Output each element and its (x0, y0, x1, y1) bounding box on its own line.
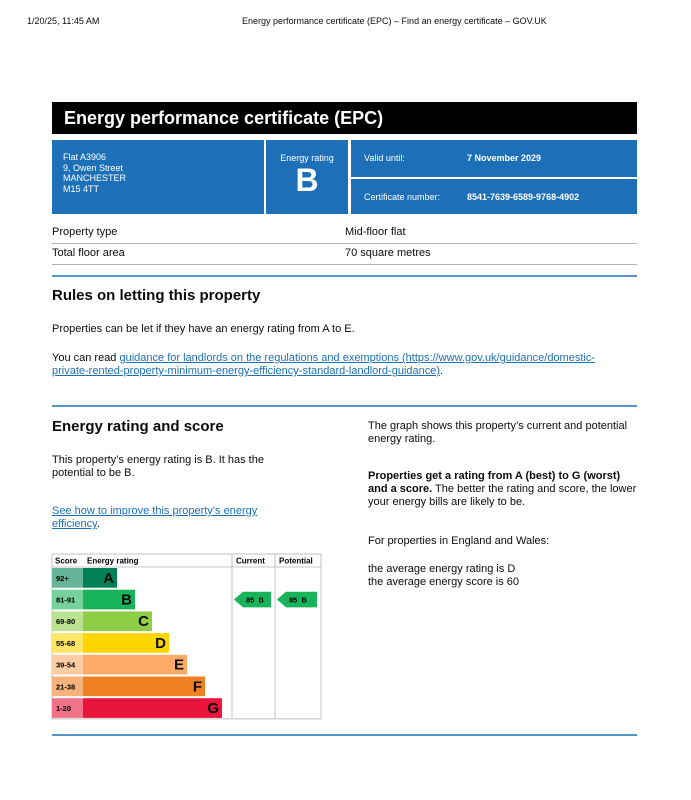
text: The better the rating and score, the low… (368, 483, 637, 508)
score-value: 85 (289, 596, 297, 605)
score-letter: B (301, 596, 307, 605)
valid-label: Valid until: (364, 153, 405, 163)
band-score: 55-68 (56, 639, 75, 648)
rating-info: Properties get a rating from A (best) to… (368, 470, 638, 509)
score-cell (52, 589, 83, 610)
current-arrow (234, 591, 271, 608)
print-date: 1/20/25, 11:45 AM (27, 16, 100, 26)
band-letter: D (155, 635, 166, 652)
text: the average energy score is 60 (368, 576, 520, 588)
band-score: 1-20 (56, 704, 71, 713)
band-score: 39-54 (56, 661, 76, 670)
band-letter: F (193, 678, 202, 695)
divider (52, 734, 637, 736)
column-header: Current (236, 557, 265, 566)
property-value: Mid-floor flat (345, 226, 406, 238)
address-line: M15 4TT (63, 183, 100, 194)
rating-label: Energy rating (280, 153, 334, 163)
rules-text: Properties can be let if they have an en… (52, 323, 355, 335)
band-bar (83, 633, 169, 653)
rules-text: You can read guidance for landlords on t… (52, 352, 612, 378)
rating-box: Energy rating B (266, 140, 348, 214)
graph-text: The graph shows this property’s current … (368, 420, 628, 445)
improve-link[interactable]: See how to improve this property’s energ… (52, 505, 258, 530)
score-text: This property’s energy rating is B. It h… (52, 454, 264, 479)
text: Properties get a rating from A (best) to… (368, 470, 621, 495)
score-cell (52, 633, 83, 653)
score-cell (52, 611, 83, 632)
score-cell (52, 654, 83, 675)
band-bar (83, 611, 152, 632)
column-header: Energy rating (87, 557, 139, 566)
rules-heading: Rules on letting this property (52, 287, 261, 304)
cert-label: Certificate number: (364, 192, 441, 202)
score-heading: Energy rating and score (52, 418, 224, 435)
band-bar (83, 654, 187, 675)
potential-arrow (277, 591, 317, 608)
score-letter: B (258, 596, 264, 605)
property-row: Property type Mid-floor flat (52, 222, 637, 244)
score-cell (52, 676, 83, 697)
band-bar (83, 676, 205, 697)
region-text: For properties in England and Wales: (368, 535, 550, 547)
score-cell (52, 568, 83, 588)
property-row: Total floor area 70 square metres (52, 243, 637, 265)
cert-number: 8541-7639-6589-9768-4902 (467, 192, 580, 202)
cert-box: Certificate number: 8541-7639-6589-9768-… (351, 179, 637, 214)
property-value: 70 square metres (345, 247, 431, 259)
score-value: 85 (246, 596, 254, 605)
property-key: Property type (52, 226, 118, 238)
band-bar (83, 698, 222, 718)
text: You can read (52, 352, 120, 364)
band-letter: E (174, 657, 184, 674)
band-bar (83, 568, 117, 588)
divider (52, 405, 637, 407)
address: Flat A3906 9, Owen Street MANCHESTER M15… (52, 140, 264, 194)
column-header: Score (55, 557, 78, 566)
divider (52, 275, 637, 277)
potential-label: 85 B (289, 596, 307, 605)
print-title: Energy performance certificate (EPC) – F… (242, 16, 547, 26)
current-label: 85 B (246, 596, 264, 605)
rating: B (295, 162, 319, 198)
band-letter: B (121, 592, 132, 609)
band-score: 21-38 (56, 682, 75, 691)
band-score: 81-91 (56, 596, 75, 605)
column-header: Potential (279, 557, 313, 566)
epc-chart: Score Energy rating Current Potential 92+ A 81… (51, 553, 322, 720)
band-letter: C (138, 613, 149, 630)
page-title: Energy performance certificate (EPC) (52, 102, 637, 134)
address-line: MANCHESTER (63, 173, 127, 183)
text: . (440, 365, 444, 377)
band-score: 69-80 (56, 617, 75, 626)
band-letter: A (103, 570, 114, 587)
band-score: 92+ (56, 574, 69, 583)
text: . (96, 518, 100, 530)
valid-until: 7 November 2029 (467, 153, 542, 163)
address-line: 9, Owen Street (63, 162, 124, 173)
band-letter: G (207, 700, 219, 717)
valid-box: Valid until: 7 November 2029 (351, 140, 637, 177)
text: the average energy rating is D (368, 563, 516, 575)
address-box: Flat A3906 9, Owen Street MANCHESTER M15… (52, 140, 264, 214)
score-cell (52, 698, 83, 718)
guidance-link[interactable]: guidance for landlords on the regulation… (52, 352, 595, 377)
band-bar (83, 589, 135, 610)
address-line: Flat A3906 (63, 152, 107, 162)
improve-text: See how to improve this property’s energ… (52, 505, 292, 531)
property-key: Total floor area (52, 247, 125, 259)
